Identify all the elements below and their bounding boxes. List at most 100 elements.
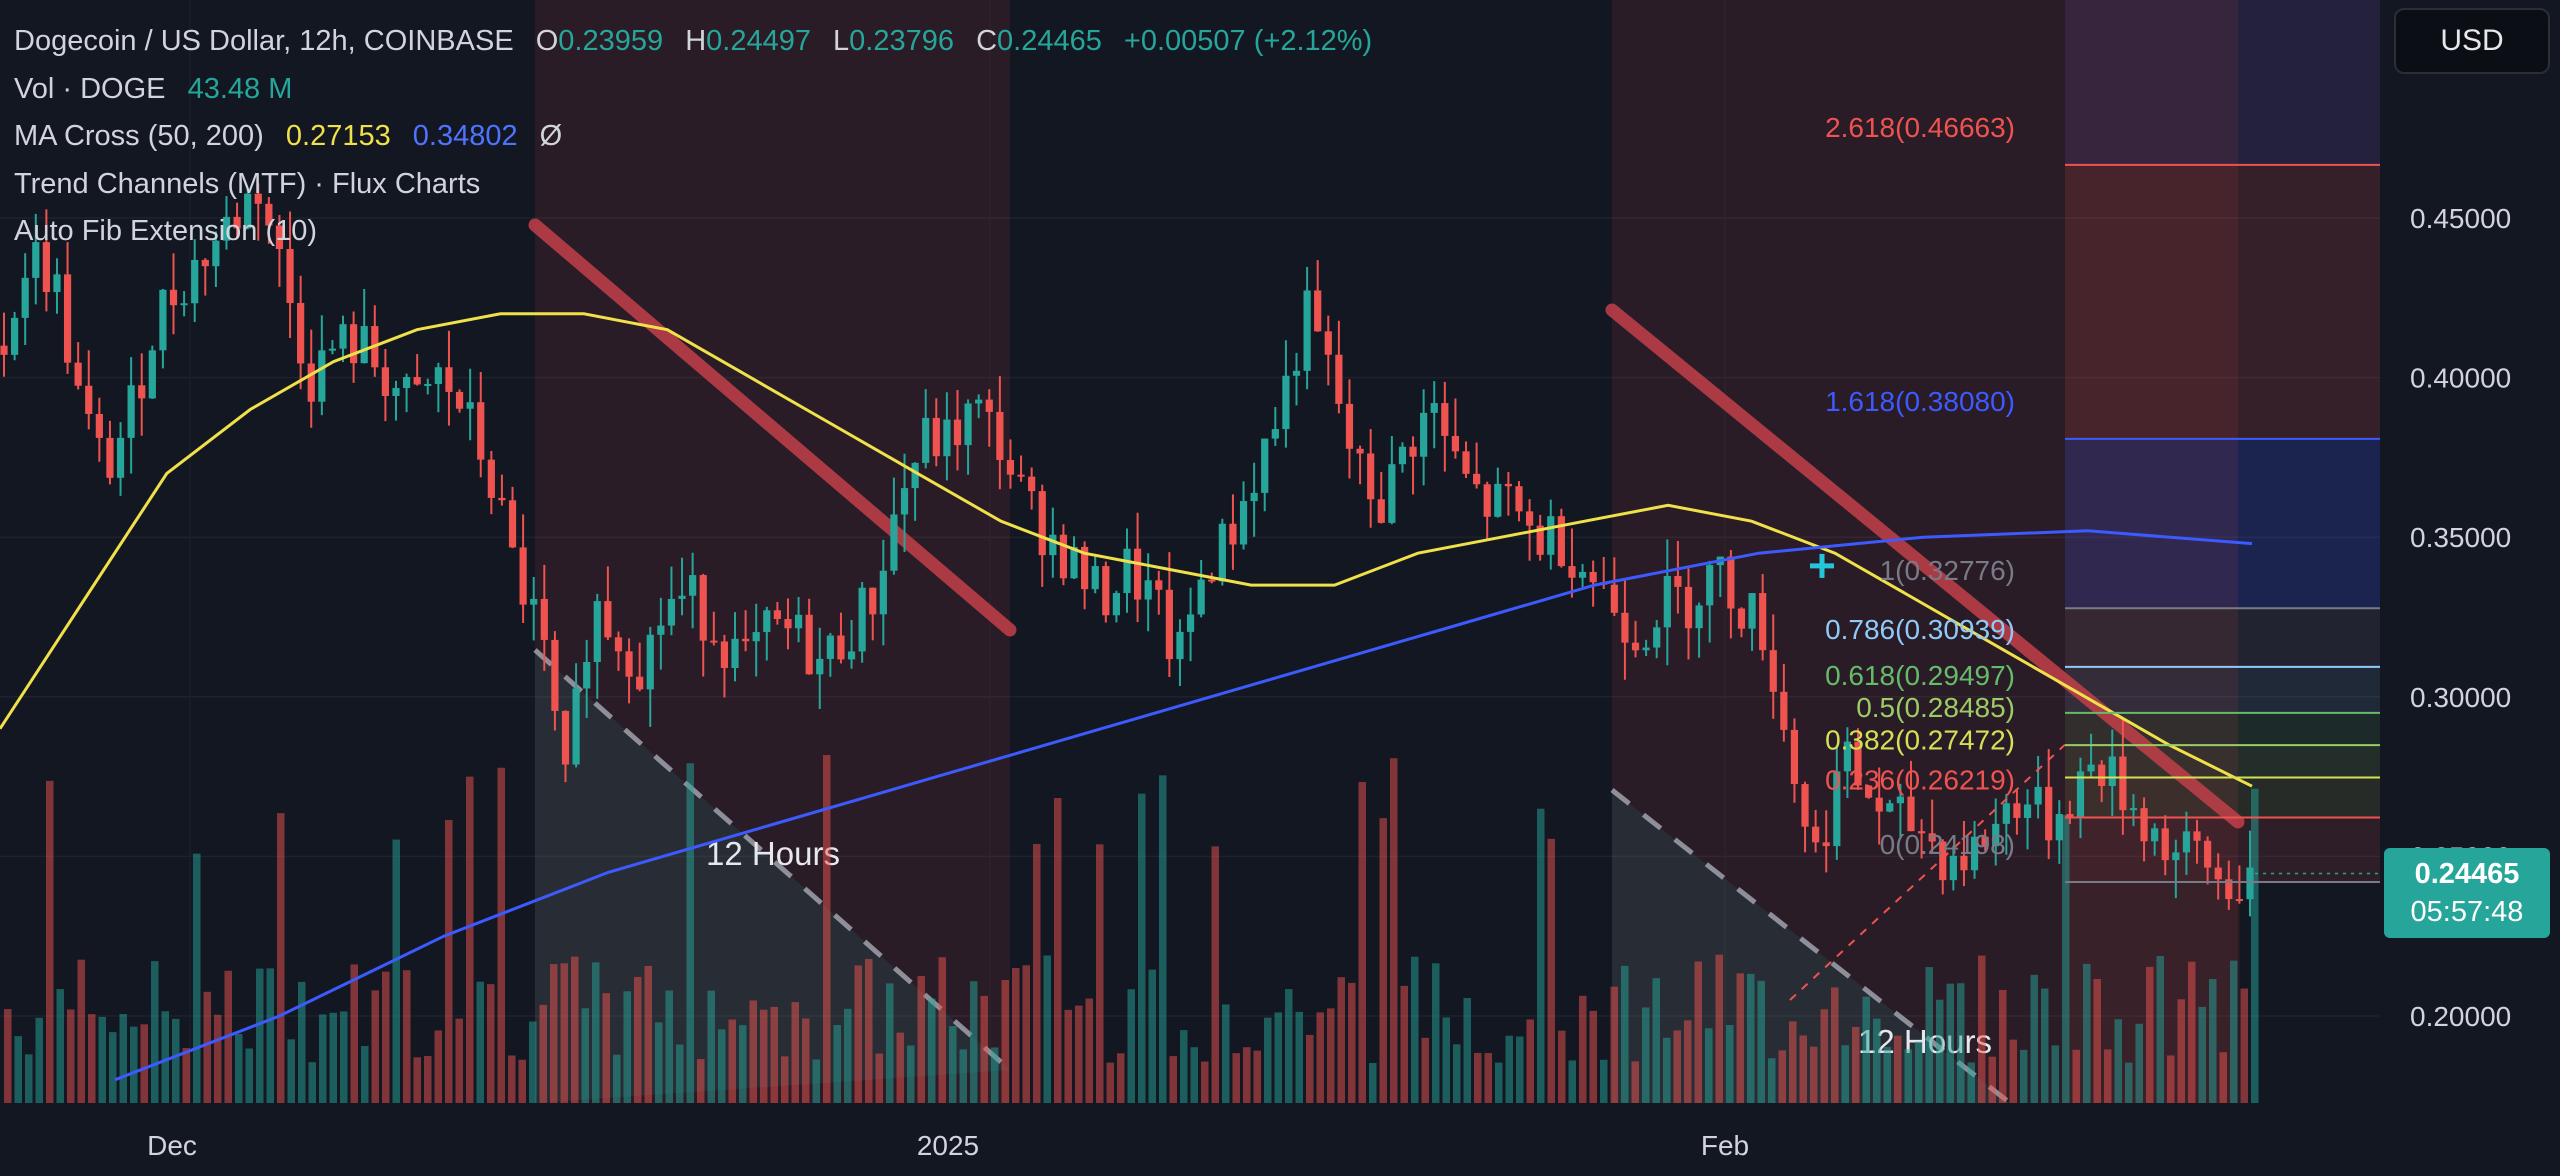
channel-zone [535, 0, 1010, 1103]
volume-bar [1946, 983, 1954, 1103]
volume-bar [1621, 965, 1629, 1103]
candle-body [1208, 579, 1216, 582]
candle-body [1377, 499, 1385, 523]
candle-body [1102, 566, 1110, 616]
candle-body [1907, 796, 1915, 832]
trend-channels-row[interactable]: Trend Channels (MTF) · Flux Charts [14, 161, 1372, 209]
volume-bar [644, 965, 652, 1103]
volume-bar [833, 1025, 841, 1103]
fib-zone-top [2065, 0, 2380, 165]
volume-bar [980, 995, 988, 1103]
candle-body [169, 289, 178, 306]
volume-row[interactable]: Vol · DOGE 43.48 M [14, 66, 1372, 114]
candle-body [424, 383, 432, 386]
candle-body [53, 274, 61, 293]
volume-bar [1841, 1045, 1849, 1103]
volume-bar [487, 984, 495, 1103]
volume-bar [161, 1011, 169, 1103]
volume-bar [1558, 1030, 1566, 1103]
volume-bar [403, 970, 411, 1103]
candle-body [477, 402, 485, 460]
ma-cross-row[interactable]: MA Cross (50, 200) 0.27153 0.34802 Ø [14, 113, 1372, 161]
candle-body [805, 614, 813, 675]
volume-bar [1978, 955, 1986, 1103]
candle-body [1748, 593, 1756, 629]
candle-body [1684, 586, 1693, 629]
fib-level-label: 0.618(0.29497) [1825, 660, 2015, 691]
candle-body [614, 637, 623, 652]
candle-body [148, 350, 156, 399]
candle-body [1144, 580, 1152, 600]
candle-body [2045, 786, 2053, 841]
candle-body [1790, 729, 1799, 785]
candle-body [1759, 593, 1767, 651]
candle-body [1345, 403, 1354, 449]
candle-body [1038, 491, 1046, 556]
candle-body [1854, 741, 1862, 786]
candle-body [74, 362, 82, 386]
low-label: L [833, 25, 850, 57]
volume-bar [140, 1024, 148, 1103]
volume-bar [182, 1048, 190, 1103]
candle-body [2034, 786, 2042, 805]
candle-body [32, 242, 40, 278]
candle-body [1451, 435, 1460, 452]
volume-bar [602, 993, 610, 1103]
fib-level-label: 0.786(0.30939) [1825, 614, 2015, 645]
volume-bar [1747, 973, 1755, 1103]
candle-body [21, 277, 29, 318]
volume-bar [46, 780, 54, 1103]
volume-bar [1432, 963, 1440, 1103]
candle-body [286, 249, 294, 303]
candle-body [540, 598, 548, 640]
auto-fib-label: Auto Fib Extension (10) [14, 215, 318, 247]
moving-averages [0, 312, 2253, 1082]
candle-body [1070, 546, 1078, 579]
volume-bar [2146, 966, 2154, 1103]
candle-body [1473, 473, 1481, 485]
candle-body [1706, 565, 1714, 606]
volume-bar [434, 1030, 442, 1103]
volume-bar [802, 1018, 810, 1103]
volume-bar [1400, 985, 1408, 1103]
candle-body [2087, 764, 2095, 772]
volume-bar [445, 820, 453, 1103]
candle-body [297, 302, 305, 364]
auto-fib-row[interactable]: Auto Fib Extension (10) [14, 208, 1372, 256]
fib-zone [2065, 164, 2380, 439]
fib-zone [2065, 666, 2380, 713]
candle-body [233, 216, 241, 229]
candle-body [932, 417, 940, 457]
ma-settings-icon[interactable]: Ø [539, 120, 563, 152]
volume-bar [1694, 961, 1702, 1103]
candle-body [508, 500, 517, 548]
candle-body [1981, 836, 1989, 847]
volume-bar [707, 990, 715, 1103]
volume-bar [812, 1059, 820, 1103]
volume-bar [718, 1029, 726, 1103]
volume-bar [287, 1039, 295, 1103]
volume-bar [1726, 1025, 1734, 1103]
volume-bar [1526, 1019, 1534, 1103]
candle-body [445, 367, 453, 392]
candle-body [180, 303, 188, 306]
candle-body [1441, 403, 1449, 436]
fib-level-label: 0(0.24198) [1880, 829, 2015, 860]
ma-slow-value: 0.34802 [412, 120, 518, 152]
volume-bar [424, 1055, 432, 1103]
fib-lines: 2.618(0.46663) 1.618(0.38080) 1(0.32776) 0.… [1789, 112, 2380, 1001]
y-axis-tick-label: 0.30000 [2410, 682, 2511, 713]
volume-bar [1495, 1062, 1503, 1103]
ma-50-line [0, 312, 2253, 788]
candle-body [455, 391, 464, 409]
currency-button[interactable]: USD [2394, 8, 2550, 74]
volume-bar [2009, 1039, 2017, 1103]
candle-body [1261, 438, 1269, 493]
channel-zone [1612, 0, 2238, 1103]
fib-level-label: 0.382(0.27472) [1825, 724, 2015, 755]
volume-bar [2083, 963, 2091, 1103]
candle-body [572, 688, 580, 765]
volume-bar [2177, 999, 2185, 1103]
candle-body [519, 547, 527, 605]
